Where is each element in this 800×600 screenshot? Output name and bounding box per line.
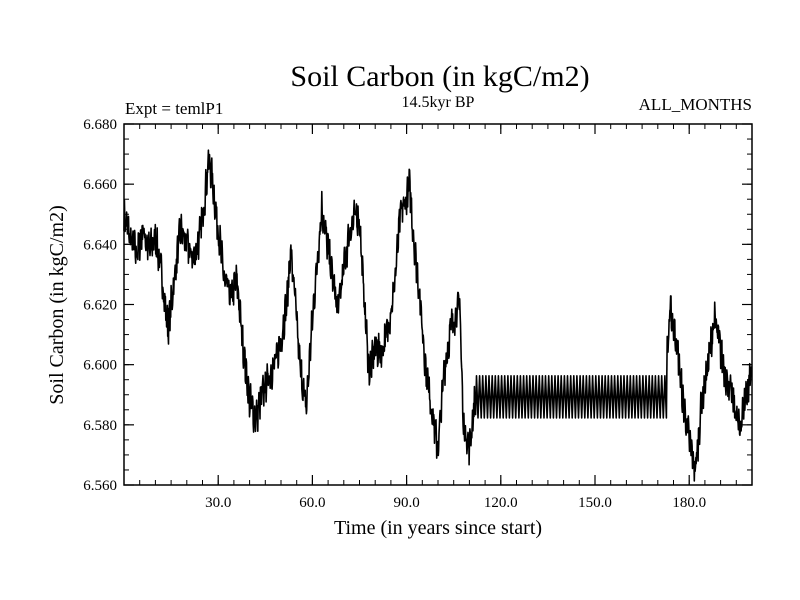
y-tick-label: 6.580 — [83, 418, 117, 434]
x-tick-label: 180.0 — [672, 495, 706, 511]
x-tick-label: 30.0 — [205, 495, 231, 511]
x-tick-label: 90.0 — [393, 495, 419, 511]
plot-frame — [123, 123, 753, 486]
experiment-label: Expt = temlP1 — [125, 99, 223, 118]
y-tick-label: 6.560 — [83, 478, 117, 494]
y-tick-label: 6.640 — [83, 237, 117, 253]
chart-title: Soil Carbon (in kgC/m2) — [290, 60, 589, 93]
series-line — [123, 149, 753, 482]
x-tick-label: 120.0 — [484, 495, 518, 511]
series-layer — [123, 149, 753, 482]
y-tick-label: 6.680 — [83, 117, 117, 133]
axes-layer: 6.560 6.580 6.600 6.620 6.640 6.660 6.680 30.0 6… — [83, 117, 752, 511]
x-tick-label: 60.0 — [299, 495, 325, 511]
y-tick-label: 6.600 — [83, 358, 117, 374]
months-label: ALL_MONTHS — [639, 95, 752, 114]
y-tick-label: 6.620 — [83, 298, 117, 314]
y-axis-label: Soil Carbon (in kgC/m2) — [46, 205, 68, 404]
x-axis-label: Time (in years since start) — [334, 517, 542, 539]
x-tick-label: 150.0 — [578, 495, 612, 511]
chart-subtitle: 14.5kyr BP — [402, 94, 475, 111]
y-tick-label: 6.660 — [83, 177, 117, 193]
